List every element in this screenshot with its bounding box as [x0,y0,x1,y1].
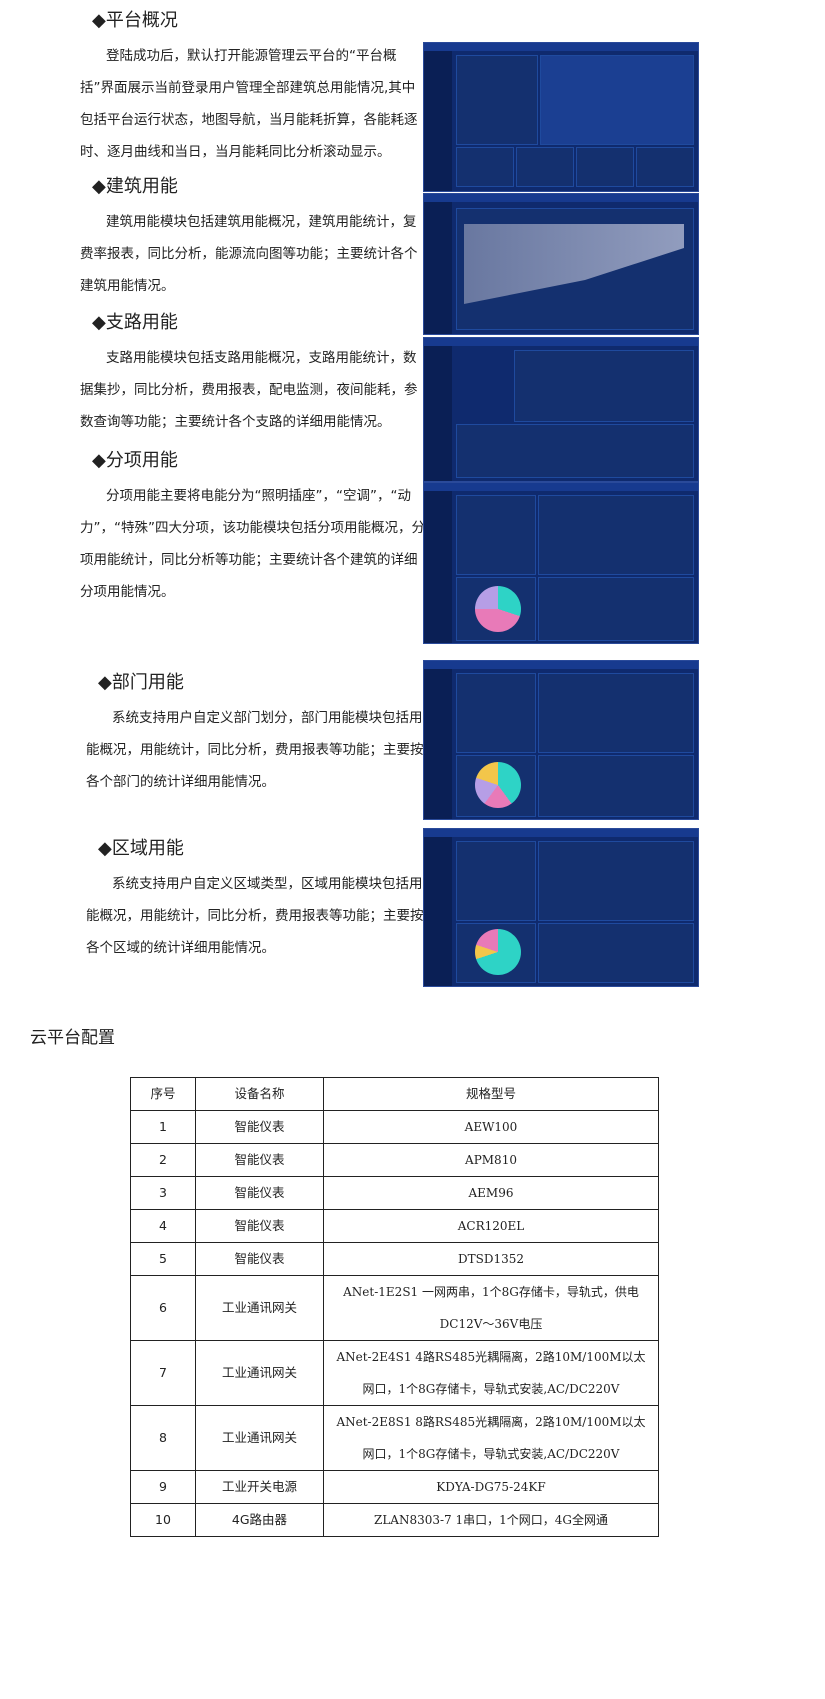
paragraph: 分项用能主要将电能分为“照明插座”，“空调”，“动力”，“特殊”四大分项，该功能… [80,488,425,600]
table-row: 10 4G路由器 ZLAN8303-7 1串口，1个网口，4G全网通 [130,1503,659,1537]
config-title: 云平台配置 [30,1028,115,1048]
cell-device: 智能仪表 [195,1143,324,1177]
heading: ◆建筑用能 [92,176,178,197]
table-header: 序号 设备名称 规格型号 [130,1077,659,1111]
cell-no: 6 [130,1275,196,1341]
cell-device: 智能仪表 [195,1209,324,1243]
cell-no: 3 [130,1176,196,1210]
table-row: 8 工业通讯网关 ANet-2E8S1 8路RS485光耦隔离，2路10M/100M… [130,1405,659,1471]
cell-device: 智能仪表 [195,1242,324,1276]
table-row: 6 工业通讯网关 ANet-1E2S1 一网两串，1个8G存储卡，导轨式，供电DC1… [130,1275,659,1341]
screenshot-branch-energy [423,337,699,482]
table-row: 5 智能仪表 DTSD1352 [130,1242,659,1276]
cell-spec: ANet-2E8S1 8路RS485光耦隔离，2路10M/100M以太网口，1个… [323,1405,659,1471]
cell-spec: ZLAN8303-7 1串口，1个网口，4G全网通 [323,1503,659,1537]
table-row: 3 智能仪表 AEM96 [130,1176,659,1210]
cell-device: 工业通讯网关 [195,1275,324,1341]
paragraph: 系统支持用户自定义区域类型，区域用能模块包括用能概况，用能统计，同比分析，费用报… [86,876,424,956]
cell-device: 智能仪表 [195,1176,324,1210]
table-row: 9 工业开关电源 KDYA-DG75-24KF [130,1470,659,1504]
table-row: 2 智能仪表 APM810 [130,1143,659,1177]
cell-device: 4G路由器 [195,1503,324,1537]
table-row: 7 工业通讯网关 ANet-2E4S1 4路RS485光耦隔离，2路10M/100M… [130,1340,659,1406]
paragraph: 支路用能模块包括支路用能概况，支路用能统计，数据集抄，同比分析，费用报表，配电监… [80,350,418,430]
screenshot-building-energy [423,193,699,335]
cell-spec: AEW100 [323,1110,659,1144]
header-spec: 规格型号 [323,1077,659,1111]
heading: ◆平台概况 [92,10,178,31]
cell-device: 工业通讯网关 [195,1405,324,1471]
table-row: 4 智能仪表 ACR120EL [130,1209,659,1243]
heading: ◆部门用能 [98,672,184,693]
paragraph: 登陆成功后，默认打开能源管理云平台的“平台概括”界面展示当前登录用户管理全部建筑… [80,48,418,160]
cell-spec: ANet-1E2S1 一网两串，1个8G存储卡，导轨式，供电DC12V～36V电… [323,1275,659,1341]
cell-device: 智能仪表 [195,1110,324,1144]
config-table: 序号 设备名称 规格型号 1 智能仪表 AEW100 2 智能仪表 APM810 3 智能仪表 AE… [130,1077,659,1537]
cell-no: 1 [130,1110,196,1144]
screenshot-area-energy [423,828,699,987]
cell-spec: APM810 [323,1143,659,1177]
header-device: 设备名称 [195,1077,324,1111]
cell-no: 9 [130,1470,196,1504]
header-no: 序号 [130,1077,196,1111]
cell-spec: ACR120EL [323,1209,659,1243]
screenshot-department-energy [423,660,699,820]
cell-spec: DTSD1352 [323,1242,659,1276]
cell-no: 8 [130,1405,196,1471]
cell-no: 2 [130,1143,196,1177]
heading: ◆区域用能 [98,838,184,859]
cell-spec: KDYA-DG75-24KF [323,1470,659,1504]
cell-no: 4 [130,1209,196,1243]
heading: ◆支路用能 [92,312,178,333]
cell-no: 10 [130,1503,196,1537]
cell-no: 7 [130,1340,196,1406]
cell-no: 5 [130,1242,196,1276]
screenshot-item-energy [423,482,699,644]
table-row: 1 智能仪表 AEW100 [130,1110,659,1144]
cell-device: 工业通讯网关 [195,1340,324,1406]
cell-spec: AEM96 [323,1176,659,1210]
heading: ◆分项用能 [92,450,178,471]
paragraph: 系统支持用户自定义部门划分，部门用能模块包括用能概况，用能统计，同比分析，费用报… [86,710,424,790]
cell-spec: ANet-2E4S1 4路RS485光耦隔离，2路10M/100M以太网口，1个… [323,1340,659,1406]
paragraph: 建筑用能模块包括建筑用能概况，建筑用能统计，复费率报表，同比分析，能源流向图等功… [80,214,418,294]
screenshot-platform-overview [423,42,699,192]
cell-device: 工业开关电源 [195,1470,324,1504]
